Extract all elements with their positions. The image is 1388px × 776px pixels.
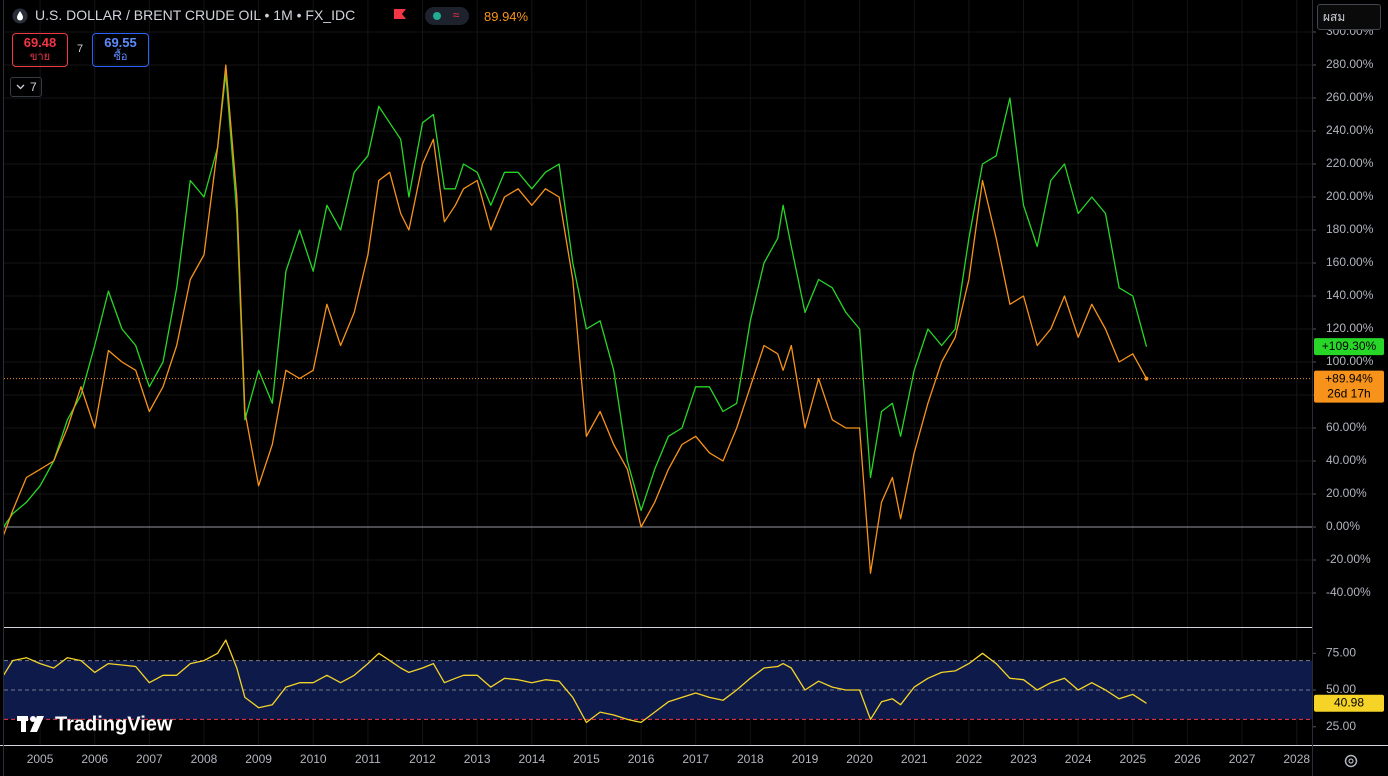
sell-button[interactable]: 69.48 ขาย (12, 33, 68, 67)
y-tick-label: 50.00 (1326, 682, 1356, 696)
tradingview-logo-icon (17, 716, 44, 732)
y-tick-label: 25.00 (1326, 719, 1356, 733)
y-tick-label: 200.00% (1326, 189, 1374, 203)
scale-mode-dropdown[interactable]: ผสม (1317, 4, 1381, 30)
logo-text: TradingView (55, 713, 173, 735)
y-tick-label: 100.00% (1326, 354, 1374, 368)
price-tag (1314, 694, 1384, 712)
x-tick-label: 2025 (1119, 752, 1146, 766)
last-point (1144, 376, 1149, 381)
x-tick-label: 2019 (792, 752, 819, 766)
scale-mode: ผสม (1323, 10, 1346, 24)
price-tag-label: 40.98 (1334, 695, 1364, 709)
change-percent: 89.94% (484, 9, 529, 24)
x-tick-label: 2005 (27, 752, 54, 766)
y-tick-label: -40.00% (1326, 585, 1371, 599)
collapse-button[interactable]: 7 (10, 77, 42, 97)
series-line (2, 639, 1147, 724)
sell-price: 69.48 (23, 35, 57, 50)
y-tick-label: 20.00% (1326, 486, 1367, 500)
price-tag (1314, 370, 1384, 403)
settings-icon[interactable] (1344, 754, 1358, 768)
symbol-title: U.S. DOLLAR / BRENT CRUDE OIL • 1M • FX_… (35, 7, 356, 23)
x-tick-label: 2028 (1283, 752, 1310, 766)
price-tag (1314, 338, 1384, 356)
sell-label: ขาย (29, 51, 51, 63)
price-tag-label: +109.30% (1322, 339, 1377, 353)
svg-text:≈: ≈ (453, 8, 460, 22)
y-tick-label: -20.00% (1326, 552, 1371, 566)
y-tick-label: 260.00% (1326, 90, 1374, 104)
y-tick-label: 140.00% (1326, 288, 1374, 302)
x-tick-label: 2016 (628, 752, 655, 766)
series-line (2, 64, 1148, 574)
x-tick-label: 2020 (846, 752, 873, 766)
countdown-label: 26d 17h (1327, 386, 1370, 400)
symbol-icon (12, 8, 28, 24)
y-tick-label: 220.00% (1326, 156, 1374, 170)
x-tick-label: 2027 (1229, 752, 1256, 766)
x-tick-label: 2014 (518, 752, 545, 766)
y-tick-label: 120.00% (1326, 321, 1374, 335)
y-tick-label: 180.00% (1326, 222, 1374, 236)
y-tick-label: 160.00% (1326, 255, 1374, 269)
x-tick-label: 2009 (245, 752, 272, 766)
x-tick-label: 2012 (409, 752, 436, 766)
buy-price: 69.55 (104, 35, 137, 50)
x-tick-label: 2015 (573, 752, 600, 766)
y-tick-label: 280.00% (1326, 57, 1374, 71)
x-tick-label: 2021 (901, 752, 928, 766)
x-tick-label: 2026 (1174, 752, 1201, 766)
y-tick-label: 75.00 (1326, 645, 1356, 659)
x-tick-label: 2008 (191, 752, 218, 766)
y-tick-label: 40.00% (1326, 453, 1367, 467)
status-pill[interactable]: ≈ (425, 7, 469, 25)
x-tick-label: 2010 (300, 752, 327, 766)
x-tick-label: 2011 (355, 752, 381, 766)
y-tick-label: 0.00% (1326, 519, 1360, 533)
price-tag-label: +89.94% (1325, 371, 1373, 385)
x-tick-label: 2022 (956, 752, 983, 766)
x-tick-label: 2013 (464, 752, 491, 766)
y-tick-label: 240.00% (1326, 123, 1374, 137)
flag-icon[interactable] (393, 8, 407, 22)
spread: 7 (77, 43, 84, 55)
buy-button[interactable]: 69.55 ซื้อ (92, 33, 149, 67)
x-tick-label: 2024 (1065, 752, 1092, 766)
collapse-count: 7 (30, 80, 37, 94)
x-tick-label: 2023 (1010, 752, 1037, 766)
x-tick-label: 2007 (136, 752, 163, 766)
x-tick-label: 2017 (682, 752, 709, 766)
buy-label: ซื้อ (113, 51, 128, 63)
x-tick-label: 2018 (737, 752, 764, 766)
x-tick-label: 2006 (81, 752, 108, 766)
y-tick-label: 60.00% (1326, 420, 1367, 434)
series-line (2, 72, 1148, 528)
